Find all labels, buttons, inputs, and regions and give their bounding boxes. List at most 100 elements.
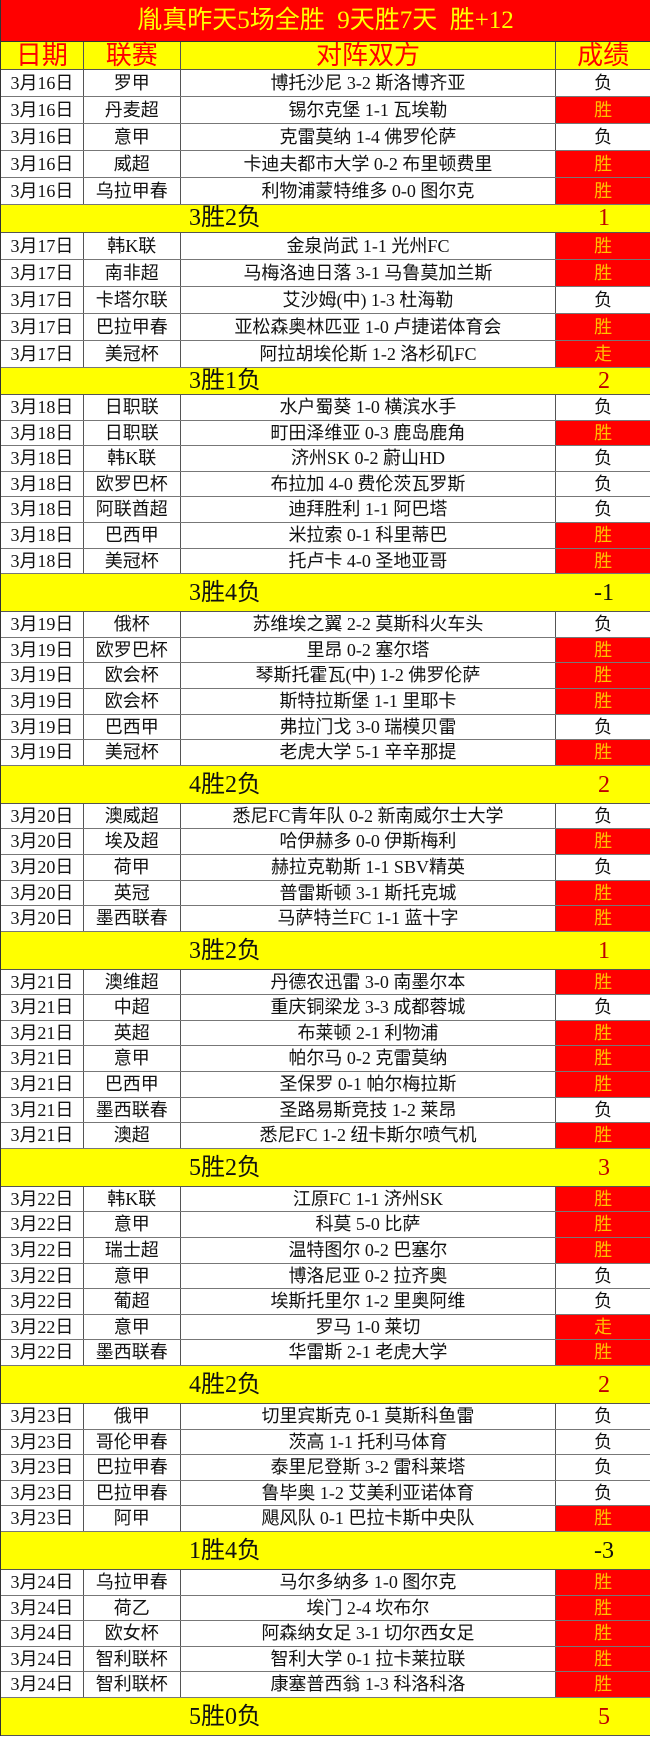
league-cell: 意甲 bbox=[84, 1212, 181, 1238]
match-cell: 智利大学 0-1 拉卡莱拉联 bbox=[181, 1646, 557, 1672]
match-cell: 克雷莫纳 1-4 佛罗伦萨 bbox=[181, 124, 557, 150]
match-cell: 斯特拉斯堡 1-1 里耶卡 bbox=[181, 688, 557, 714]
table-row: 3月16日 威超 卡迪夫都市大学 0-2 布里顿费里胜 bbox=[1, 151, 650, 178]
table-row: 3月23日 巴拉甲春 鲁毕奥 1-2 艾美利亚诺体育负 bbox=[1, 1480, 650, 1507]
league-cell: 巴西甲 bbox=[84, 1072, 181, 1097]
date-cell: 3月17日 bbox=[1, 232, 84, 259]
date-cell: 3月19日 bbox=[1, 740, 84, 765]
result-cell: 胜 bbox=[556, 1569, 650, 1595]
result-cell: 负 bbox=[556, 70, 650, 96]
league-cell: 英冠 bbox=[84, 880, 181, 906]
league-cell: 墨西联春 bbox=[84, 1097, 181, 1123]
date-cell: 3月22日 bbox=[1, 1263, 84, 1289]
match-cell: 普雷斯顿 3-1 斯托克城 bbox=[181, 880, 557, 906]
match-cell: 悉尼FC青年队 0-2 新南威尔士大学 bbox=[181, 803, 557, 829]
summary-value: 3 bbox=[598, 1154, 610, 1181]
result-cell: 胜 bbox=[556, 1123, 650, 1148]
league-cell: 葡超 bbox=[84, 1289, 181, 1314]
league-cell: 韩K联 bbox=[84, 232, 181, 259]
table-row: 3月23日 巴拉甲春 泰里尼登斯 3-2 雷科莱塔负 bbox=[1, 1455, 650, 1481]
header-result: 成绩 bbox=[577, 41, 630, 70]
result-cell: 负 bbox=[556, 854, 650, 880]
result-cell: 胜 bbox=[556, 1212, 650, 1238]
league-cell: 欧会杯 bbox=[84, 688, 181, 714]
result-cell: 胜 bbox=[556, 548, 650, 574]
league-cell: 英超 bbox=[84, 1020, 181, 1046]
result-cell: 负 bbox=[556, 995, 650, 1020]
result-cell: 胜 bbox=[556, 880, 650, 906]
league-cell: 巴拉甲春 bbox=[84, 1455, 181, 1480]
match-cell: 托卢卡 4-0 圣地亚哥 bbox=[181, 548, 557, 574]
summary-row: 5胜0负 5 bbox=[1, 1697, 650, 1736]
day-group: 3月20日 澳威超 悉尼FC青年队 0-2 新南威尔士大学负 3月20日 埃及超 哈伊赫多… bbox=[1, 803, 650, 970]
date-cell: 3月16日 bbox=[1, 70, 84, 96]
result-cell: 胜 bbox=[556, 969, 650, 995]
table-row: 3月16日 丹麦超 锡尔克堡 1-1 瓦埃勒胜 bbox=[1, 97, 650, 124]
summary-record: 1胜4负 bbox=[189, 1537, 261, 1564]
table-row: 3月24日 智利联杯 康塞普西翁 1-3 科洛科洛胜 bbox=[1, 1672, 650, 1698]
match-cell: 丹德农迅雷 3-0 南墨尔本 bbox=[181, 969, 557, 995]
result-cell: 胜 bbox=[556, 1238, 650, 1263]
summary-row: 3胜2负 1 bbox=[1, 931, 650, 970]
league-cell: 意甲 bbox=[84, 1314, 181, 1340]
summary-value: 2 bbox=[598, 1372, 610, 1398]
table-row: 3月17日 美冠杯 阿拉胡埃伦斯 1-2 洛杉矶FC 走 bbox=[1, 340, 650, 368]
match-cell: 鲁毕奥 1-2 艾美利亚诺体育 bbox=[181, 1480, 557, 1506]
date-cell: 3月21日 bbox=[1, 995, 84, 1020]
table-row: 3月21日 墨西联春 圣路易斯竞技 1-2 莱昂负 bbox=[1, 1097, 650, 1124]
date-cell: 3月24日 bbox=[1, 1595, 84, 1621]
date-cell: 3月24日 bbox=[1, 1646, 84, 1672]
match-cell: 科莫 5-0 比萨 bbox=[181, 1212, 557, 1238]
day-group: 3月24日 乌拉甲春 马尔多纳多 1-0 图尔克胜 3月24日 荷乙 埃门 2-4 坎布尔… bbox=[1, 1569, 650, 1736]
match-cell: 重庆铜梁龙 3-3 成都蓉城 bbox=[181, 995, 557, 1020]
match-cell: 艾沙姆(中) 1-3 杜海勒 bbox=[181, 286, 557, 313]
match-cell: 迪拜胜利 1-1 阿巴塔 bbox=[181, 497, 557, 522]
match-cell: 飓风队 0-1 巴拉卡斯中央队 bbox=[181, 1506, 557, 1531]
match-cell: 水户蜀葵 1-0 横滨水手 bbox=[181, 395, 557, 420]
table-row: 3月18日 欧罗巴杯 布拉加 4-0 费伦茨瓦罗斯负 bbox=[1, 471, 650, 498]
summary-record: 4胜2负 bbox=[189, 1372, 261, 1398]
day-group: 3月18日 日职联 水户蜀葵 1-0 横滨水手负 3月18日 日职联 町田泽维亚 0-3 … bbox=[1, 395, 650, 613]
league-cell: 埃及超 bbox=[84, 829, 181, 854]
match-cell: 马尔多纳多 1-0 图尔克 bbox=[181, 1569, 557, 1595]
table-row: 3月23日 俄甲 切里宾斯克 0-1 莫斯科鱼雷负 bbox=[1, 1404, 650, 1430]
summary-record: 3胜2负 bbox=[189, 937, 261, 964]
table-row: 3月21日 澳超 悉尼FC 1-2 纽卡斯尔喷气机胜 bbox=[1, 1123, 650, 1149]
result-cell: 胜 bbox=[556, 688, 650, 714]
result-cell: 负 bbox=[556, 497, 650, 522]
match-cell: 利物浦蒙特维多 0-0 图尔克 bbox=[181, 178, 557, 204]
match-cell: 金泉尚武 1-1 光州FC bbox=[181, 232, 557, 259]
sheet-title: 胤真昨天5场全胜 9天胜7天 胜+12 bbox=[1, 0, 650, 42]
result-cell: 负 bbox=[556, 471, 650, 497]
match-cell: 悉尼FC 1-2 纽卡斯尔喷气机 bbox=[181, 1123, 557, 1148]
date-cell: 3月16日 bbox=[1, 97, 84, 123]
result-cell: 负 bbox=[556, 1455, 650, 1480]
result-cell: 胜 bbox=[556, 522, 650, 548]
league-cell: 墨西联春 bbox=[84, 1340, 181, 1365]
date-cell: 3月16日 bbox=[1, 178, 84, 204]
table-row: 3月18日 日职联 水户蜀葵 1-0 横滨水手负 bbox=[1, 395, 650, 421]
match-cell: 哈伊赫多 0-0 伊斯梅利 bbox=[181, 829, 557, 854]
result-cell: 胜 bbox=[556, 313, 650, 340]
match-cell: 亚松森奥林匹亚 1-0 卢捷诺体育会 bbox=[181, 313, 557, 340]
summary-value: 2 bbox=[598, 367, 610, 394]
date-cell: 3月21日 bbox=[1, 1020, 84, 1046]
result-cell: 负 bbox=[556, 1263, 650, 1289]
day-group: 3月21日 澳维超 丹德农迅雷 3-0 南墨尔本胜 3月21日 中超 重庆铜梁龙 3-3 … bbox=[1, 969, 650, 1187]
header-row: 日期 联赛 对阵双方 成绩 bbox=[1, 42, 650, 70]
summary-record: 3胜4负 bbox=[189, 580, 261, 607]
match-cell: 切里宾斯克 0-1 莫斯科鱼雷 bbox=[181, 1404, 557, 1429]
date-cell: 3月21日 bbox=[1, 1072, 84, 1097]
date-cell: 3月18日 bbox=[1, 497, 84, 522]
date-cell: 3月23日 bbox=[1, 1455, 84, 1480]
table-row: 3月20日 澳威超 悉尼FC青年队 0-2 新南威尔士大学负 bbox=[1, 803, 650, 830]
date-cell: 3月22日 bbox=[1, 1340, 84, 1365]
table-row: 3月18日 美冠杯 托卢卡 4-0 圣地亚哥胜 bbox=[1, 548, 650, 575]
match-cell: 江原FC 1-1 济州SK bbox=[181, 1186, 557, 1212]
date-cell: 3月20日 bbox=[1, 906, 84, 931]
league-cell: 荷甲 bbox=[84, 854, 181, 880]
match-cell: 博托沙尼 3-2 斯洛博齐亚 bbox=[181, 70, 557, 96]
match-cell: 弗拉门戈 3-0 瑞模贝雷 bbox=[181, 714, 557, 740]
summary-row: 3胜1负 2 bbox=[1, 367, 650, 395]
table-row: 3月17日 巴拉甲春 亚松森奥林匹亚 1-0 卢捷诺体育会胜 bbox=[1, 313, 650, 341]
